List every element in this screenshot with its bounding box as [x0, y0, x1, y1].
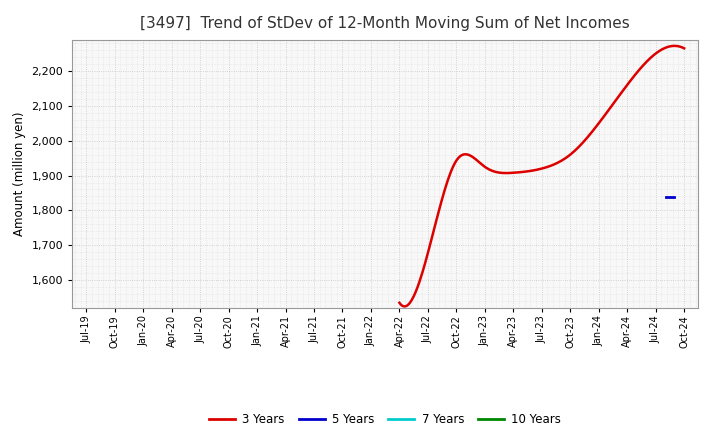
Title: [3497]  Trend of StDev of 12-Month Moving Sum of Net Incomes: [3497] Trend of StDev of 12-Month Moving…: [140, 16, 630, 32]
Legend: 3 Years, 5 Years, 7 Years, 10 Years: 3 Years, 5 Years, 7 Years, 10 Years: [204, 408, 566, 431]
Y-axis label: Amount (million yen): Amount (million yen): [13, 112, 26, 236]
